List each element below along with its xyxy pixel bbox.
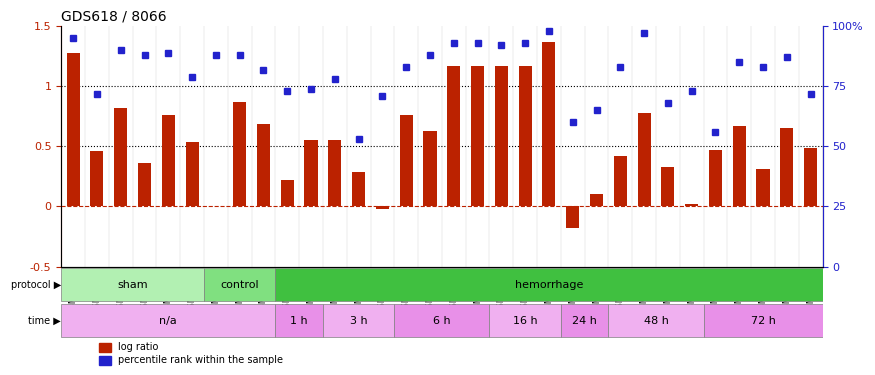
Text: control: control [220,280,259,290]
Bar [780,128,794,207]
FancyBboxPatch shape [704,304,822,337]
FancyBboxPatch shape [608,304,704,337]
Bar [732,126,746,207]
Bar [233,102,246,207]
Bar [114,108,127,207]
FancyBboxPatch shape [276,304,323,337]
Bar [138,163,151,207]
Text: 24 h: 24 h [572,316,597,326]
Text: n/a: n/a [159,316,177,326]
Bar [757,169,770,207]
Bar [424,131,437,207]
Bar [186,142,199,207]
Bar [519,66,532,207]
Bar [447,66,460,207]
Text: log ratio: log ratio [118,342,158,352]
Text: GDS618 / 8066: GDS618 / 8066 [61,10,167,24]
Bar [542,42,556,207]
Text: 16 h: 16 h [513,316,537,326]
Text: 48 h: 48 h [643,316,668,326]
Bar [281,180,294,207]
FancyBboxPatch shape [61,268,204,301]
FancyBboxPatch shape [61,304,276,337]
Bar [494,66,507,207]
Text: 3 h: 3 h [350,316,367,326]
Bar [471,66,484,207]
FancyBboxPatch shape [276,268,822,301]
Text: protocol ▶: protocol ▶ [11,280,61,290]
Text: 6 h: 6 h [433,316,451,326]
Bar [304,140,318,207]
Bar [662,167,675,207]
Text: percentile rank within the sample: percentile rank within the sample [118,355,284,365]
Bar [66,53,80,207]
Bar [566,207,579,228]
Bar [162,115,175,207]
Bar [709,150,722,207]
Text: time ▶: time ▶ [29,316,61,326]
Text: 1 h: 1 h [290,316,308,326]
FancyBboxPatch shape [323,304,395,337]
Text: sham: sham [117,280,148,290]
Bar [100,356,111,364]
Text: 72 h: 72 h [751,316,775,326]
Bar [613,156,626,207]
Bar [590,195,603,207]
Bar [685,204,698,207]
FancyBboxPatch shape [204,268,276,301]
FancyBboxPatch shape [395,304,489,337]
Bar [638,113,651,207]
Bar [352,172,365,207]
Bar [328,140,341,207]
FancyBboxPatch shape [489,304,561,337]
Bar [804,148,817,207]
Bar [376,207,389,209]
Text: hemorrhage: hemorrhage [514,280,583,290]
Bar [90,151,103,207]
Bar [400,115,413,207]
Bar [100,343,111,352]
FancyBboxPatch shape [561,304,608,337]
Bar [257,124,270,207]
